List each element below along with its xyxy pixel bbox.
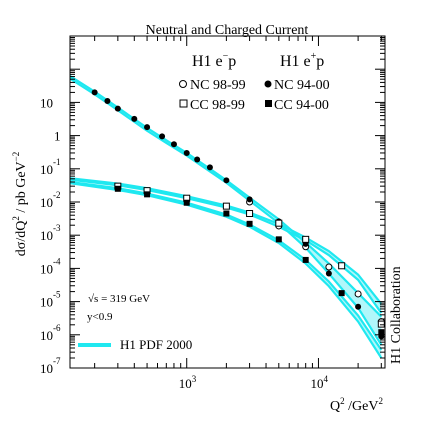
data-point-filled-circle [131, 115, 138, 122]
y-tick-label: 10-3 [40, 223, 61, 243]
data-point-filled-circle [170, 141, 177, 148]
data-point-open-square [302, 235, 310, 243]
data-point-filled-circle [223, 177, 230, 184]
data-point-filled-circle [325, 270, 332, 277]
y-tick-label: 1 [54, 129, 61, 144]
data-point-filled-square [114, 185, 121, 192]
data-point-filled-square [144, 191, 151, 198]
legend-label-cc-94-00: CC 94-00 [274, 98, 329, 113]
legend-filled-circle-marker [264, 80, 272, 88]
legend-header-em: H1 e−p [192, 51, 236, 70]
side-collaboration-label: H1 Collaboration [389, 266, 404, 364]
y-tick-label: 10 [40, 95, 53, 110]
y-tick-label: 10-1 [40, 157, 61, 177]
data-point-open-square [377, 320, 385, 328]
y-tick-label: 10-6 [40, 323, 61, 343]
pdf-bands [69, 75, 383, 359]
data-markers [91, 89, 385, 340]
legend-label-nc-94-00: NC 94-00 [274, 78, 330, 93]
x-tick-label: 103 [179, 374, 197, 391]
pdf-band-nc-lower [69, 77, 383, 346]
legend-header-ep: H1 e+p [280, 51, 324, 70]
data-point-filled-square [275, 236, 282, 243]
chart-title: Neutral and Charged Current [146, 23, 309, 38]
data-point-open-square [246, 210, 254, 218]
y-cut-annotation: y<0.9 [87, 311, 113, 323]
data-point-filled-circle [183, 149, 190, 156]
data-point-filled-circle [104, 98, 111, 105]
data-point-open-square [222, 202, 230, 210]
data-point-filled-circle [91, 89, 98, 96]
data-point-filled-square [223, 210, 230, 217]
x-axis-label: Q2 /GeV2 [330, 396, 383, 414]
data-point-open-square [275, 219, 283, 227]
data-point-filled-circle [194, 156, 201, 163]
axis-tick-labels: 103 104 10 1 10-1 10-2 10-3 10-4 10-5 10-6 10-7 [40, 95, 328, 391]
data-point-open-circle [354, 290, 362, 298]
y-tick-label: 10-4 [40, 256, 61, 276]
data-point-filled-circle [144, 124, 151, 131]
legend-filled-square-marker [265, 100, 272, 107]
data-point-open-circle [325, 263, 333, 271]
data-point-filled-square [378, 329, 385, 336]
sqrt-s-annotation: √s = 319 GeV [88, 293, 150, 305]
data-point-filled-circle [355, 303, 362, 310]
y-axis-label: dσ/dQ2 / pb GeV−2 [11, 152, 29, 256]
data-point-filled-circle [159, 133, 166, 140]
legend-open-circle-marker [179, 80, 187, 88]
pdf-band-nc-upper [69, 75, 383, 318]
data-point-filled-circle [246, 196, 253, 203]
pdf-band-cc-em-upper [69, 177, 383, 305]
data-point-filled-square [302, 256, 309, 263]
data-point-filled-square [338, 290, 345, 297]
x-tick-label: 104 [310, 374, 328, 391]
y-tick-label: 10-7 [40, 356, 61, 376]
data-point-open-square [338, 262, 346, 270]
legend-label-nc-98-99: NC 98-99 [190, 78, 246, 93]
y-tick-label: 10-5 [40, 290, 61, 310]
legend-label-cc-98-99: CC 98-99 [190, 98, 245, 113]
legend-open-square-marker [179, 99, 188, 108]
data-point-filled-circle [206, 164, 213, 171]
data-point-filled-square [183, 199, 190, 206]
data-point-filled-square [246, 220, 253, 227]
data-point-filled-circle [114, 105, 121, 112]
pdf-legend-label: H1 PDF 2000 [120, 337, 192, 352]
y-tick-label: 10-2 [40, 190, 61, 210]
axis-ticks [70, 35, 385, 369]
